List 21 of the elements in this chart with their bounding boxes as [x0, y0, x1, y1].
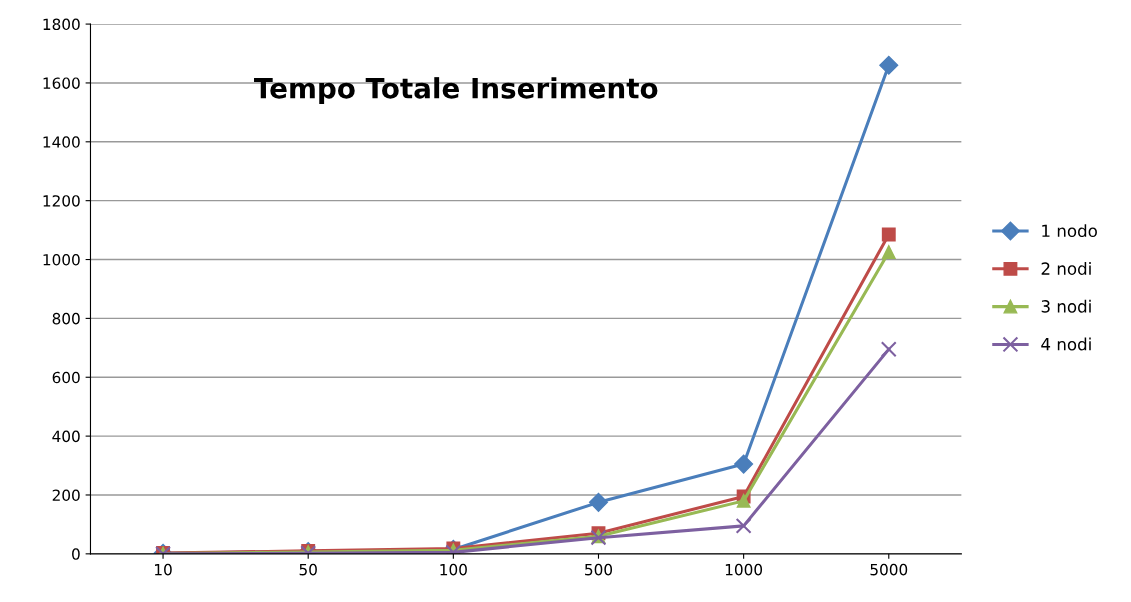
x-tick-label: 100	[440, 563, 467, 576]
y-tick-label: 1400	[43, 136, 80, 148]
y-tick-label: 1600	[43, 77, 80, 89]
legend-label: 2 nodi	[1041, 262, 1091, 275]
x-tick-label: 50	[299, 563, 317, 576]
y-tick-label: 0	[72, 548, 80, 560]
legend-label: 4 nodi	[1041, 337, 1091, 351]
text: Tempo Totale Inserimento	[254, 77, 658, 105]
y-tick-label: 1000	[43, 253, 80, 266]
y-tick-label: 400	[52, 430, 80, 443]
y-tick-label: 800	[52, 312, 80, 325]
y-tick-label: 1800	[43, 18, 80, 31]
x-tick-label: 10	[155, 563, 172, 576]
x-tick-label: 5000	[870, 563, 908, 576]
y-tick-label: 1200	[43, 195, 80, 207]
y-tick-label: 600	[52, 371, 80, 384]
x-tick-label: 500	[585, 563, 613, 576]
legend-label: 1 nodo	[1042, 224, 1097, 238]
x-tick-label: 1000	[725, 563, 763, 576]
legend-label: 3 nodi	[1041, 299, 1091, 313]
y-tick-label: 200	[52, 489, 80, 501]
